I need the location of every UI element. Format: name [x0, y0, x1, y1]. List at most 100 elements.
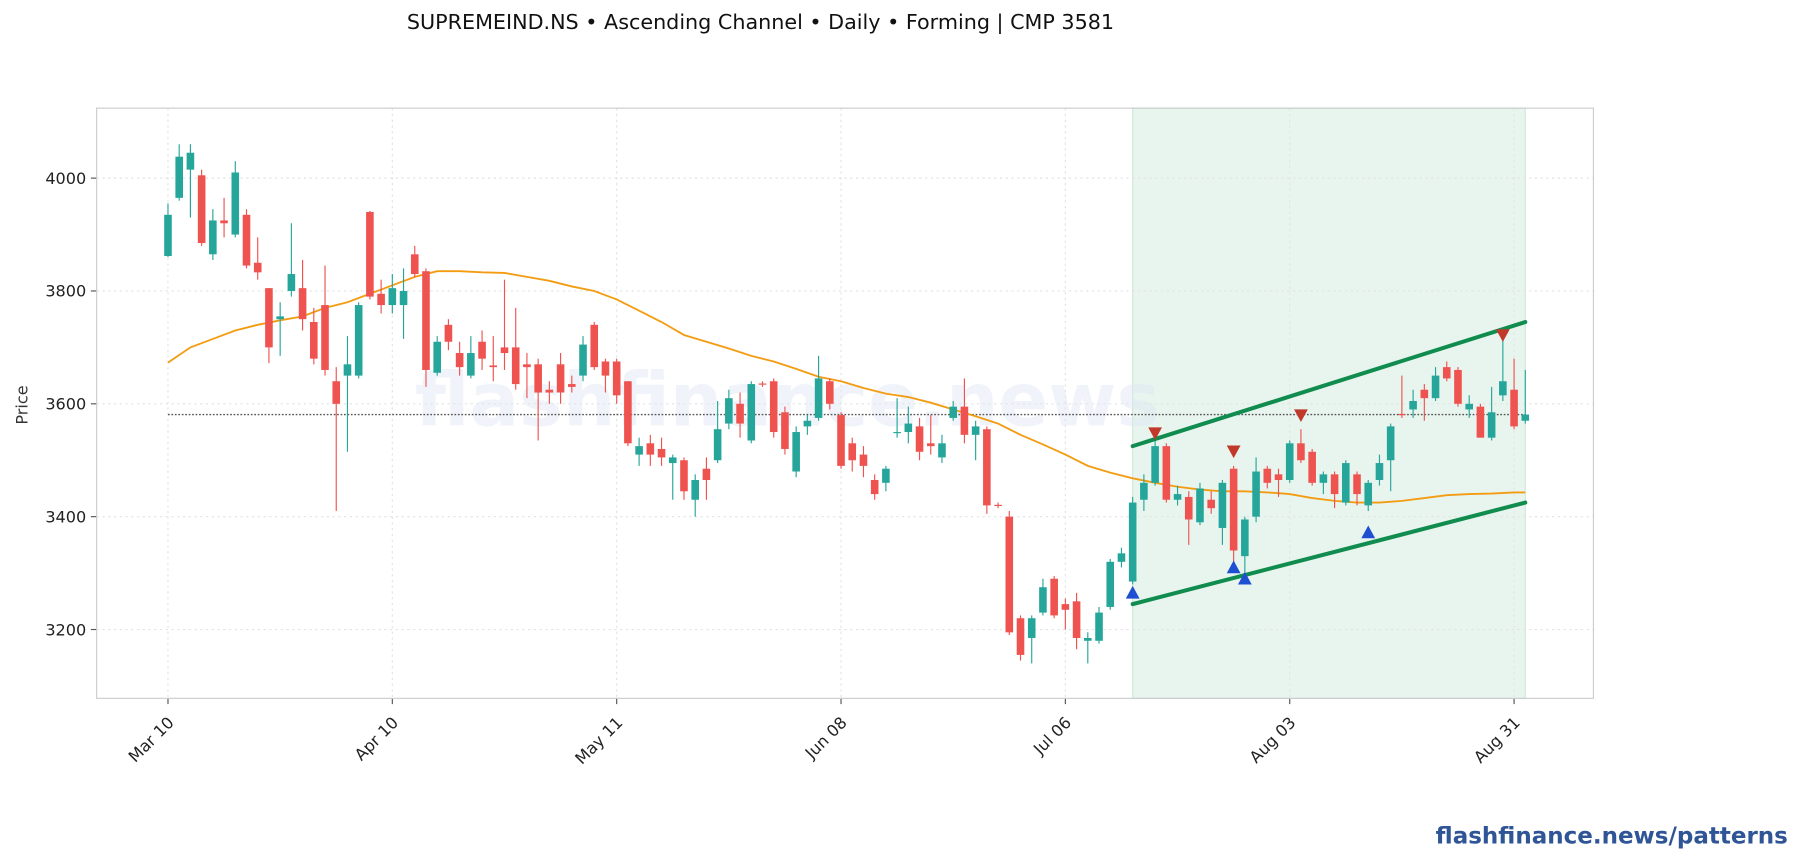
footer: flashfinance.news/patterns	[1436, 823, 1788, 849]
candle-body	[1499, 381, 1507, 396]
x-tick-label: Mar 10	[125, 713, 178, 766]
candle-body	[579, 344, 587, 376]
candle-body	[1431, 375, 1440, 399]
candle-body	[691, 479, 699, 500]
candle-body	[310, 321, 318, 359]
candle-body	[1521, 414, 1530, 421]
candle-body	[1386, 426, 1395, 461]
candle-body	[1420, 389, 1429, 399]
candle-body	[1398, 413, 1406, 416]
channel-upper	[1130, 319, 1528, 449]
candle-body	[556, 364, 565, 393]
candle-body	[1364, 482, 1373, 506]
plot-frame	[96, 107, 1595, 699]
candle-body	[164, 214, 172, 256]
candle-body	[568, 384, 576, 387]
candle-body	[736, 403, 744, 424]
swing-low-marker	[1226, 560, 1241, 574]
candle-body	[1454, 369, 1462, 404]
candle-body	[1297, 443, 1305, 461]
candle-body	[388, 288, 397, 306]
candle-body	[220, 220, 228, 224]
candle-body	[1095, 612, 1103, 641]
candle-body	[410, 254, 419, 275]
x-tick-label: Aug 03	[1246, 713, 1300, 767]
candle-body	[1184, 496, 1193, 520]
candle-body	[332, 381, 341, 404]
candle-body	[1106, 561, 1115, 607]
candle-body	[478, 341, 486, 359]
candle-body	[1487, 412, 1496, 438]
candle-body	[1330, 474, 1339, 495]
candle-body	[265, 288, 273, 348]
candle-body	[1027, 618, 1036, 638]
candle-body	[455, 353, 464, 368]
candle-body	[276, 316, 284, 320]
candle-body	[826, 381, 834, 404]
candle-body	[489, 365, 498, 368]
candle-body	[1274, 474, 1283, 480]
candle-body	[983, 429, 991, 506]
candle-body	[287, 274, 296, 291]
candle-body	[646, 443, 655, 455]
candle-body	[1072, 601, 1081, 638]
swing-high-marker	[1148, 427, 1163, 441]
candle-body	[926, 443, 935, 447]
candle-body	[433, 341, 441, 373]
channel-lower	[1130, 500, 1528, 607]
candle-body	[590, 324, 599, 368]
candle-body	[209, 220, 217, 255]
candle-body	[949, 406, 957, 418]
candle-body	[534, 364, 542, 393]
candle-body	[994, 504, 1002, 506]
candle-body	[971, 426, 980, 435]
candle-body	[1140, 482, 1148, 500]
candle-body	[792, 432, 800, 472]
y-axis-label: Price	[13, 385, 32, 424]
candle-body	[444, 324, 453, 342]
x-tick-label: Jun 08	[801, 713, 851, 763]
candle-body	[399, 290, 408, 306]
candle-body	[523, 364, 531, 368]
candle-body	[758, 383, 767, 385]
candle-body	[713, 429, 722, 461]
swing-high-marker	[1294, 409, 1308, 423]
candle-body	[467, 353, 475, 376]
candle-body	[1241, 519, 1249, 557]
candle-body	[1409, 400, 1417, 410]
candle-body	[781, 412, 789, 449]
candle-body	[1218, 482, 1227, 528]
candle-body	[1510, 389, 1518, 427]
candle-body	[960, 406, 969, 435]
candle-body	[1016, 618, 1025, 655]
candle-body	[1151, 446, 1159, 483]
candle-body	[1050, 578, 1058, 616]
y-tick-label: 4000	[45, 169, 86, 188]
candle-body	[186, 152, 195, 170]
candle-body	[848, 443, 857, 461]
candle-body	[1117, 553, 1126, 562]
candle-body	[814, 378, 823, 418]
candle-body	[1263, 468, 1272, 483]
candle-body	[242, 214, 251, 266]
candle-body	[1162, 446, 1171, 500]
y-tick-label: 3600	[45, 395, 86, 414]
candle-body	[1005, 516, 1014, 633]
candle-body	[1128, 502, 1137, 582]
candle-body	[1476, 406, 1485, 438]
candle-body	[624, 381, 632, 444]
candle-body	[1308, 451, 1316, 483]
candle-body	[366, 211, 374, 297]
candle-body	[893, 432, 901, 434]
candle-body	[870, 479, 879, 495]
candle-body	[1319, 474, 1328, 483]
candle-body	[1442, 367, 1451, 379]
x-tick-label: Apr 10	[351, 713, 402, 764]
x-tick-label: Jul 06	[1029, 713, 1075, 759]
candle-body	[904, 423, 913, 433]
moving-average	[167, 270, 1526, 504]
y-tick-label: 3200	[45, 620, 86, 639]
swing-low-marker	[1237, 571, 1252, 585]
candle-body	[668, 457, 677, 464]
